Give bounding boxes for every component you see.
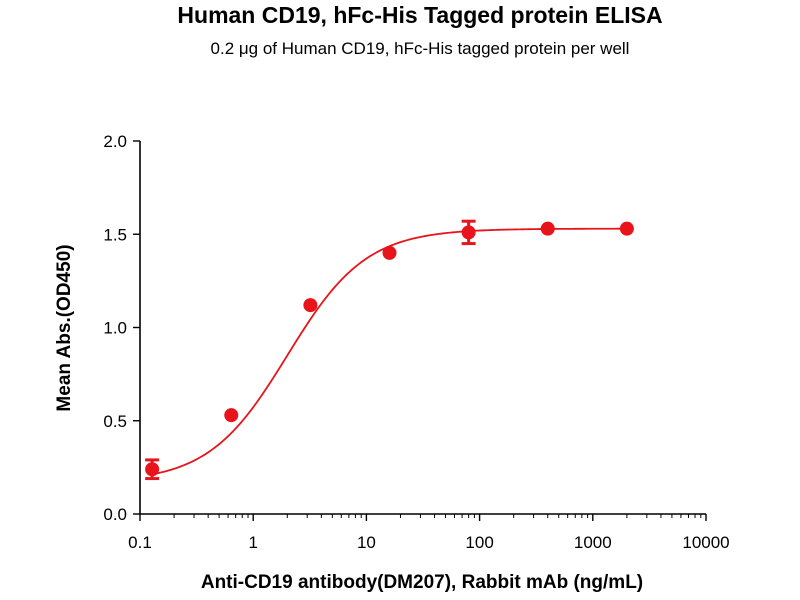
y-axis-label: Mean Abs.(OD450) xyxy=(54,244,75,411)
x-axis-label: Anti-CD19 antibody(DM207), Rabbit mAb (n… xyxy=(201,572,643,593)
y-tick-label: 0.5 xyxy=(103,412,127,431)
x-tick-label: 1000 xyxy=(574,533,612,552)
x-tick-label: 1 xyxy=(248,533,257,552)
chart-subtitle: 0.2 μg of Human CD19, hFc-His tagged pro… xyxy=(211,39,630,58)
x-tick-label: 0.1 xyxy=(128,533,152,552)
y-tick-label: 0.0 xyxy=(103,505,127,524)
data-point xyxy=(619,221,634,236)
y-tick-label: 1.5 xyxy=(103,225,127,244)
data-point xyxy=(540,221,555,236)
plot-area: 0.1 1 10 100 1000 10000 0.0 0.5 1.0 1.5 2.0 xyxy=(103,132,729,552)
chart-title: Human CD19, hFc-His Tagged protein ELISA xyxy=(177,2,662,28)
x-tick-label: 10000 xyxy=(682,533,729,552)
data-point xyxy=(224,408,239,423)
y-tick-label: 2.0 xyxy=(103,132,127,151)
y-tick-label: 1.0 xyxy=(103,319,127,338)
x-tick-label: 100 xyxy=(465,533,493,552)
data-point xyxy=(382,245,397,260)
x-tick-label: 10 xyxy=(357,533,376,552)
data-point xyxy=(303,298,318,313)
data-point xyxy=(145,462,160,477)
fit-curve xyxy=(151,227,627,476)
data-point xyxy=(461,225,476,240)
